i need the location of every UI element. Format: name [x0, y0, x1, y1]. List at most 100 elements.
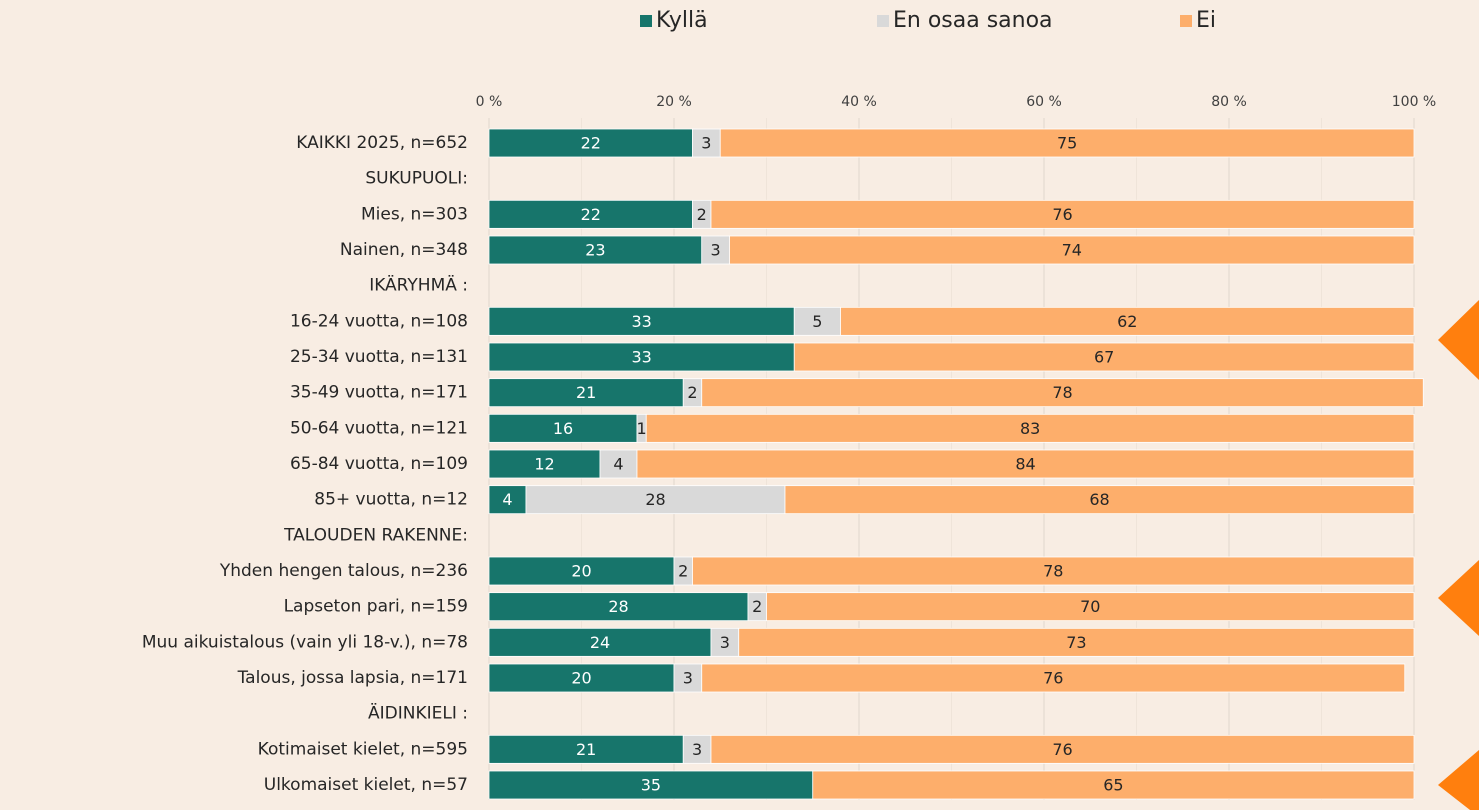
x-tick-label: 20 % — [656, 94, 692, 110]
x-tick-label: 40 % — [841, 94, 877, 110]
value-label: 3 — [683, 669, 693, 688]
value-label: 1 — [637, 419, 647, 438]
bar-segment — [488, 627, 712, 657]
arrow — [1438, 300, 1479, 380]
category-label: Talous, jossa lapsia, n=171 — [237, 668, 468, 688]
category-label: 85+ vuotta, n=12 — [314, 490, 468, 510]
bar-segment — [812, 770, 1415, 800]
value-label: 33 — [631, 312, 651, 331]
value-label: 16 — [553, 419, 573, 438]
bar-segment — [599, 449, 638, 479]
value-label: 24 — [590, 633, 610, 652]
value-label: 23 — [585, 241, 605, 260]
category-label: Yhden hengen talous, n=236 — [219, 561, 468, 581]
category-label: IKÄRYHMÄ : — [369, 275, 468, 296]
bar-segment — [488, 378, 684, 408]
bar-segment — [525, 485, 786, 515]
category-label: Ulkomaiset kielet, n=57 — [264, 775, 468, 795]
value-label: 28 — [645, 490, 665, 509]
value-label: 21 — [576, 383, 596, 402]
bar-segment — [710, 199, 1415, 229]
value-label: 62 — [1117, 312, 1137, 331]
value-label: 3 — [692, 740, 702, 759]
bar-segment — [793, 306, 841, 336]
category-label: Mies, n=303 — [361, 204, 468, 224]
x-tick-label: 80 % — [1211, 94, 1247, 110]
bar-segment — [488, 199, 693, 229]
category-label: 25-34 vuotta, n=131 — [290, 347, 468, 367]
value-label: 83 — [1020, 419, 1040, 438]
value-label: 21 — [576, 740, 596, 759]
bar-segment — [766, 592, 1415, 622]
category-label: Lapseton pari, n=159 — [284, 597, 468, 617]
value-label: 74 — [1062, 241, 1082, 260]
bar-segment — [488, 592, 749, 622]
value-label: 2 — [697, 205, 707, 224]
x-tick-label: 100 % — [1392, 94, 1436, 110]
bar-segment — [710, 734, 1415, 764]
value-label: 75 — [1057, 134, 1077, 153]
value-label: 28 — [608, 597, 628, 616]
legend-label: Kyllä — [656, 8, 708, 33]
category-label: KAIKKI 2025, n=652 — [296, 133, 468, 153]
legend-swatch — [640, 15, 652, 27]
value-label: 35 — [641, 776, 661, 795]
bar-segment — [488, 449, 601, 479]
category-label: Muu aikuistalous (vain yli 18-v.), n=78 — [142, 632, 468, 652]
category-label: Nainen, n=348 — [340, 240, 468, 260]
category-label: Kotimaiset kielet, n=595 — [258, 739, 468, 759]
x-tick-label: 60 % — [1026, 94, 1062, 110]
value-label: 78 — [1043, 562, 1063, 581]
value-label: 3 — [701, 134, 711, 153]
legend-label: Ei — [1196, 8, 1216, 33]
bar-segment — [488, 128, 693, 158]
arrow — [1438, 560, 1479, 636]
bar-segment — [645, 413, 1415, 443]
bar-segment — [840, 306, 1415, 336]
value-label: 2 — [752, 597, 762, 616]
bar-segment — [488, 734, 684, 764]
value-label: 33 — [631, 348, 651, 367]
value-label: 22 — [581, 134, 601, 153]
bar-segment — [793, 342, 1415, 372]
value-label: 4 — [613, 455, 623, 474]
category-label: 50-64 vuotta, n=121 — [290, 418, 468, 438]
x-tick-label: 0 % — [476, 94, 503, 110]
category-label: 65-84 vuotta, n=109 — [290, 454, 468, 474]
legend-label: En osaa sanoa — [893, 8, 1053, 33]
bar-segment — [692, 128, 721, 158]
value-label: 76 — [1052, 205, 1072, 224]
value-label: 65 — [1103, 776, 1123, 795]
bar-segment — [729, 235, 1415, 265]
bar-segment — [673, 663, 703, 693]
bar-segment — [488, 235, 703, 265]
value-label: 2 — [678, 562, 688, 581]
bar-segment — [701, 235, 730, 265]
legend-swatch — [1180, 15, 1192, 27]
value-label: 4 — [502, 490, 512, 509]
bar-segment — [701, 378, 1424, 408]
bar-segment — [738, 627, 1415, 657]
value-label: 84 — [1015, 455, 1035, 474]
value-label: 67 — [1094, 348, 1114, 367]
bar-segment — [488, 556, 675, 586]
value-label: 12 — [534, 455, 554, 474]
category-label: 16-24 vuotta, n=108 — [290, 311, 468, 331]
legend-swatch — [877, 15, 889, 27]
value-label: 20 — [571, 562, 591, 581]
value-label: 76 — [1052, 740, 1072, 759]
bar-segment — [701, 663, 1406, 693]
bar-segment — [636, 449, 1415, 479]
bar-segment — [488, 342, 795, 372]
bar-segment — [784, 485, 1415, 515]
category-label: SUKUPUOLI: — [365, 169, 468, 189]
value-label: 20 — [571, 669, 591, 688]
value-label: 68 — [1089, 490, 1109, 509]
value-label: 5 — [812, 312, 822, 331]
value-label: 2 — [687, 383, 697, 402]
category-label: ÄIDINKIELI : — [368, 703, 468, 724]
value-label: 73 — [1066, 633, 1086, 652]
value-label: 76 — [1043, 669, 1063, 688]
arrow — [1438, 750, 1479, 810]
bar-segment — [719, 128, 1415, 158]
